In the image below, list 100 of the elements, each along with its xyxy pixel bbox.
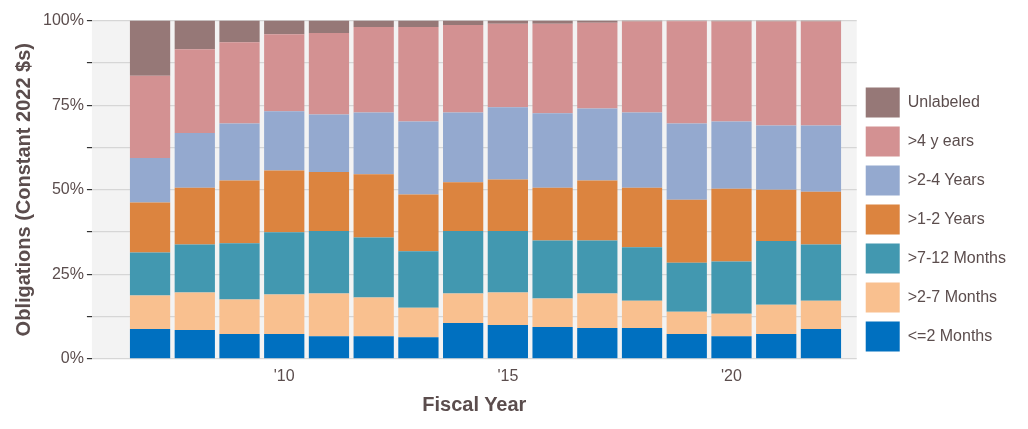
bar (264, 20, 305, 35)
legend-label: >2-7 Months (907, 287, 998, 305)
bar (219, 180, 260, 244)
bar (532, 298, 573, 328)
bar (398, 121, 439, 195)
bar (621, 300, 663, 329)
bar (219, 299, 260, 335)
bar (398, 27, 439, 122)
bar (711, 261, 752, 314)
bar (666, 123, 707, 200)
bar (443, 25, 484, 113)
bar (443, 322, 484, 359)
bar (532, 23, 573, 114)
bar (532, 20, 573, 24)
y-axis-title: Obligations (Constant 2022 $s) (11, 43, 34, 337)
x-tick-label: '20 (721, 366, 743, 384)
bar (174, 49, 215, 133)
bar (129, 252, 171, 296)
y-tick-label: 25% (51, 264, 84, 282)
y-tick-label: 0% (60, 349, 84, 367)
bar (532, 113, 573, 188)
bar (264, 334, 305, 359)
legend-label: Unlabeled (907, 92, 980, 110)
bar (129, 202, 171, 253)
bar (487, 179, 528, 231)
bar (353, 174, 394, 238)
y-tick-label: 50% (51, 180, 84, 198)
bar (219, 334, 260, 359)
bar (443, 230, 484, 294)
y-tick-label: 75% (51, 95, 84, 113)
bar (443, 112, 484, 183)
legend-label: >7-12 Months (907, 248, 1006, 266)
x-tick-label: '10 (273, 366, 295, 384)
bar (219, 42, 260, 124)
bar (308, 20, 350, 34)
bar (398, 251, 439, 308)
bar (577, 20, 618, 23)
bar (174, 132, 215, 188)
bar (666, 262, 707, 312)
bar (174, 244, 215, 293)
bar (756, 21, 797, 126)
bar (666, 199, 707, 263)
bar (711, 313, 752, 337)
bar (174, 187, 215, 245)
bar (621, 328, 663, 359)
bar (308, 114, 350, 173)
bar (532, 327, 573, 359)
bar (577, 22, 618, 109)
bar (800, 125, 842, 192)
bar (398, 337, 439, 359)
bar (443, 293, 484, 323)
x-tick-label: '15 (497, 366, 519, 384)
bar (621, 112, 663, 188)
bar (353, 336, 394, 359)
bar (129, 157, 171, 203)
bar (577, 108, 618, 181)
bar (756, 334, 797, 359)
bar (264, 170, 305, 233)
bar (711, 21, 752, 122)
bar (577, 328, 618, 359)
bar (800, 329, 842, 359)
bar (129, 329, 171, 359)
bar (666, 334, 707, 359)
bar (621, 247, 663, 301)
bar (800, 191, 842, 245)
bar (219, 123, 260, 181)
bar (577, 293, 618, 329)
bar (756, 125, 797, 190)
bar (621, 21, 663, 113)
bar (487, 292, 528, 325)
bar (800, 300, 842, 330)
bar (308, 336, 350, 359)
bar (308, 293, 350, 337)
bar (577, 180, 618, 241)
bar (174, 330, 215, 359)
legend-label: >4 y ears (907, 131, 974, 149)
bar (264, 111, 305, 171)
bar (398, 307, 439, 338)
bar (532, 187, 573, 241)
bar (532, 240, 573, 299)
bar (264, 34, 305, 112)
bar (308, 172, 350, 231)
bar (666, 311, 707, 335)
bar (353, 20, 394, 28)
bar (219, 243, 260, 300)
bar (398, 194, 439, 252)
bar (621, 187, 663, 248)
bar (174, 20, 215, 50)
bar (756, 189, 797, 242)
bar (711, 121, 752, 189)
bar (129, 75, 171, 158)
bar (487, 23, 528, 108)
legend-label: >1-2 Years (907, 209, 985, 227)
bar (308, 33, 350, 115)
bar (174, 292, 215, 331)
bar (264, 232, 305, 295)
bar (487, 107, 528, 180)
legend-label: <=2 Months (907, 326, 993, 344)
bar (129, 20, 171, 76)
bar (443, 182, 484, 231)
